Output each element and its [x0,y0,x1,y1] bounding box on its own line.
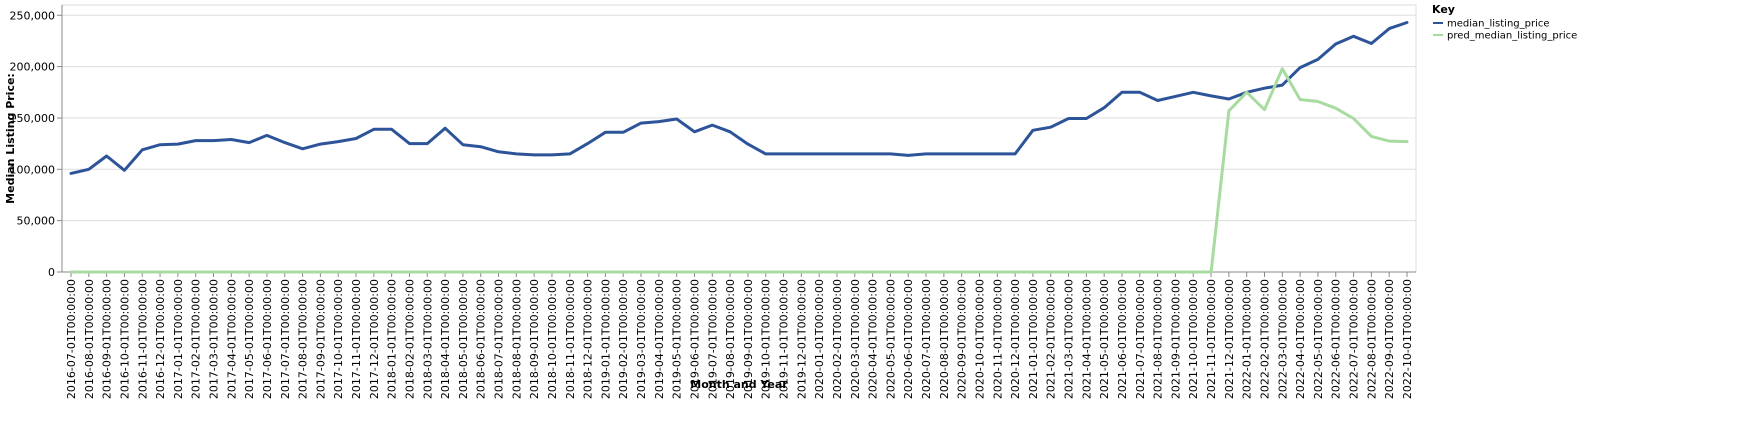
x-tick-label: 2017-02-01T00:00:00 [190,279,203,399]
x-tick-label: 2021-09-01T00:00:00 [1169,279,1182,399]
x-tick-label: 2018-03-01T00:00:00 [421,279,434,399]
x-tick-label: 2017-06-01T00:00:00 [261,279,274,399]
x-tick-label: 2019-11-01T00:00:00 [778,279,791,399]
y-tick-label: 250,000 [10,9,56,22]
x-tick-label: 2021-02-01T00:00:00 [1045,279,1058,399]
x-tick-label: 2019-03-01T00:00:00 [635,279,648,399]
x-tick-label: 2022-09-01T00:00:00 [1383,279,1396,399]
x-tick-label: 2019-08-01T00:00:00 [724,279,737,399]
x-tick-label: 2020-05-01T00:00:00 [884,279,897,399]
x-tick-label: 2017-09-01T00:00:00 [314,279,327,399]
x-tick-label: 2018-08-01T00:00:00 [510,279,523,399]
x-tick-label: 2017-05-01T00:00:00 [243,279,256,399]
x-tick-label: 2020-11-01T00:00:00 [991,279,1004,399]
x-tick-label: 2016-09-01T00:00:00 [101,279,114,399]
x-tick-label: 2022-02-01T00:00:00 [1258,279,1271,399]
x-tick-label: 2022-05-01T00:00:00 [1312,279,1325,399]
x-tick-label: 2019-05-01T00:00:00 [671,279,684,399]
y-axis-title: Median Listing Price: [4,73,17,204]
legend-label: median_listing_price [1447,19,1550,30]
x-tick-label: 2018-06-01T00:00:00 [475,279,488,399]
series-line-pred_median_listing_price [69,67,1409,274]
x-tick-label: 2019-12-01T00:00:00 [795,279,808,399]
x-tick-label: 2017-07-01T00:00:00 [279,279,292,399]
x-tick-label: 2021-12-01T00:00:00 [1223,279,1236,399]
x-tick-label: 2019-07-01T00:00:00 [706,279,719,399]
x-tick-label: 2018-11-01T00:00:00 [564,279,577,399]
x-tick-label: 2022-03-01T00:00:00 [1276,279,1289,399]
y-tick-label: 0 [48,266,55,279]
y-axis: 0 50,000 100,000 150,000 200,000 250,000 [10,5,63,279]
y-tick-label: 100,000 [10,163,56,176]
x-tick-label: 2017-03-01T00:00:00 [208,279,221,399]
x-tick-label: 2021-05-01T00:00:00 [1098,279,1111,399]
x-tick-label: 2021-03-01T00:00:00 [1063,279,1076,399]
x-tick-label: 2018-02-01T00:00:00 [403,279,416,399]
x-tick-label: 2017-11-01T00:00:00 [350,279,363,399]
legend-label: pred_median_listing_price [1447,31,1577,42]
x-tick-label: 2021-08-01T00:00:00 [1152,279,1165,399]
x-tick-label: 2021-04-01T00:00:00 [1080,279,1093,399]
y-tick-label: 200,000 [10,61,56,74]
x-tick-label: 2016-11-01T00:00:00 [136,279,149,399]
x-tick-label: 2022-06-01T00:00:00 [1330,279,1343,399]
x-tick-label: 2020-08-01T00:00:00 [938,279,951,399]
legend-title: Key [1432,3,1455,16]
x-axis: 2016-07-01T00:00:00 2016-08-01T00:00:00 20… [62,271,1416,399]
x-tick-label: 2022-10-01T00:00:00 [1401,279,1414,399]
x-tick-label: 2017-08-01T00:00:00 [297,279,310,399]
x-tick-label: 2016-08-01T00:00:00 [83,279,96,399]
x-tick-label: 2017-01-01T00:00:00 [172,279,185,399]
x-tick-label: 2021-01-01T00:00:00 [1027,279,1040,399]
x-tick-label: 2020-02-01T00:00:00 [831,279,844,399]
x-tick-label: 2019-04-01T00:00:00 [653,279,666,399]
x-tick-label: 2022-01-01T00:00:00 [1241,279,1254,399]
x-tick-label: 2020-09-01T00:00:00 [956,279,969,399]
x-tick-label: 2018-05-01T00:00:00 [457,279,470,399]
x-tick-label: 2017-04-01T00:00:00 [225,279,238,399]
x-tick-label: 2019-09-01T00:00:00 [742,279,755,399]
y-tick-label: 50,000 [17,215,56,228]
x-tick-label: 2021-06-01T00:00:00 [1116,279,1129,399]
series-lines [69,21,1409,274]
x-tick-label: 2017-10-01T00:00:00 [332,279,345,399]
x-tick-label: 2019-02-01T00:00:00 [617,279,630,399]
x-tick-label: 2022-04-01T00:00:00 [1294,279,1307,399]
x-tick-label: 2020-10-01T00:00:00 [973,279,986,399]
y-tick-label: 150,000 [10,112,56,125]
x-tick-label: 2018-12-01T00:00:00 [582,279,595,399]
x-tick-label: 2017-12-01T00:00:00 [368,279,381,399]
gridlines [62,14,1416,273]
x-tick-label: 2019-10-01T00:00:00 [760,279,773,399]
x-tick-label: 2019-01-01T00:00:00 [599,279,612,399]
x-tick-label: 2020-04-01T00:00:00 [867,279,880,399]
x-tick-label: 2021-07-01T00:00:00 [1134,279,1147,399]
x-axis-title: Month and Year [690,378,788,391]
x-tick-label: 2016-10-01T00:00:00 [118,279,131,399]
x-tick-label: 2022-08-01T00:00:00 [1365,279,1378,399]
x-tick-label: 2020-03-01T00:00:00 [849,279,862,399]
x-tick-label: 2021-11-01T00:00:00 [1205,279,1218,399]
x-tick-label: 2016-07-01T00:00:00 [65,279,78,399]
legend: Key median_listing_pricepred_median_list… [1432,3,1577,42]
x-tick-label: 2020-07-01T00:00:00 [920,279,933,399]
x-tick-label: 2018-10-01T00:00:00 [546,279,559,399]
x-tick-label: 2018-01-01T00:00:00 [386,279,399,399]
x-tick-label: 2020-06-01T00:00:00 [902,279,915,399]
x-tick-label: 2020-01-01T00:00:00 [813,279,826,399]
x-tick-label: 2022-07-01T00:00:00 [1348,279,1361,399]
x-tick-label: 2020-12-01T00:00:00 [1009,279,1022,399]
x-tick-label: 2016-12-01T00:00:00 [154,279,167,399]
series-line-median_listing_price [69,21,1409,175]
x-tick-label: 2019-06-01T00:00:00 [688,279,701,399]
x-tick-label: 2018-09-01T00:00:00 [528,279,541,399]
x-tick-label: 2018-07-01T00:00:00 [493,279,506,399]
x-tick-label: 2018-04-01T00:00:00 [439,279,452,399]
x-tick-label: 2021-10-01T00:00:00 [1187,279,1200,399]
